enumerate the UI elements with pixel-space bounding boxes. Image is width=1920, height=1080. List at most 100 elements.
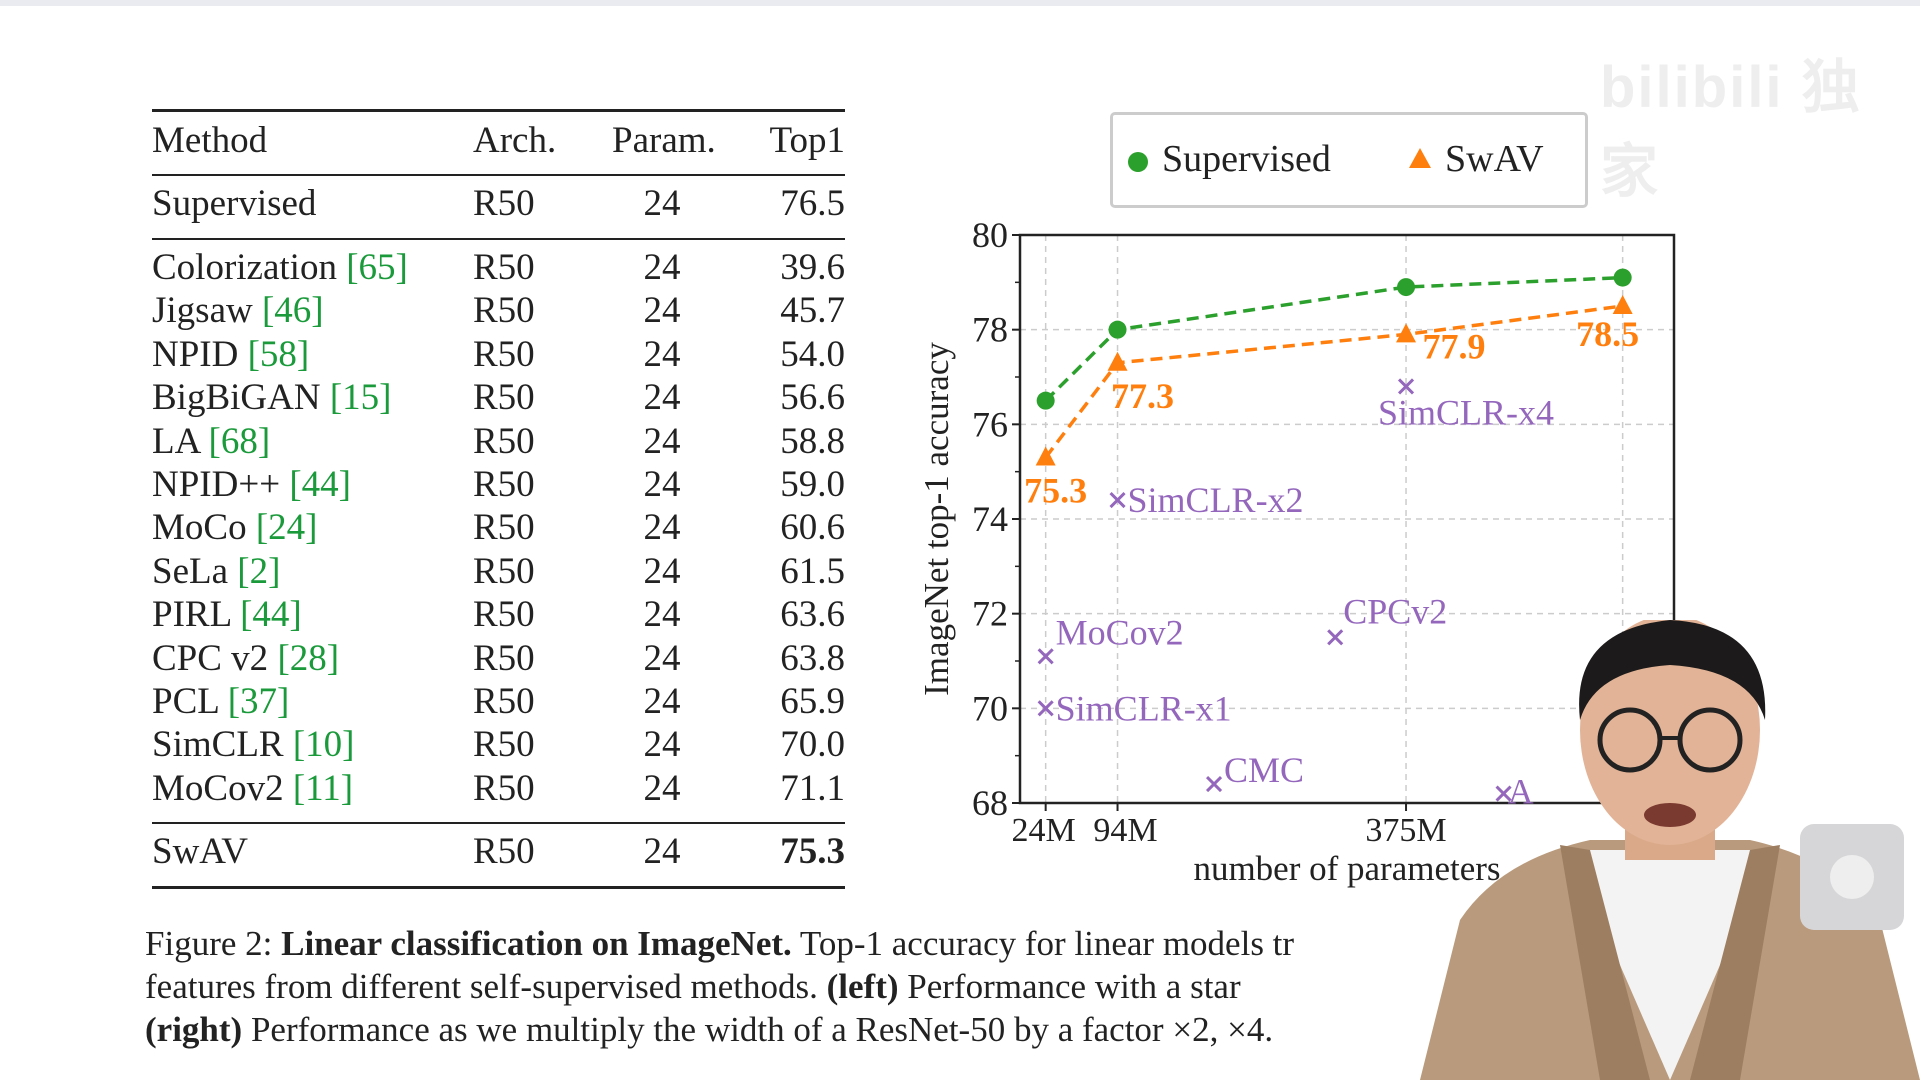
citation-link[interactable]: [58]: [247, 333, 310, 375]
citation-link[interactable]: [2]: [237, 550, 281, 592]
cell-param: 24: [643, 831, 681, 872]
data-label: 77.9: [1423, 326, 1486, 366]
cell-param: 24: [643, 290, 681, 332]
y-tick-label: 68: [972, 783, 1008, 823]
floating-action-button[interactable]: [1800, 824, 1904, 930]
cell-top1: 70.0: [780, 724, 845, 766]
method-name: SimCLR: [152, 724, 293, 766]
method-name: NPID++: [152, 464, 290, 505]
x-marker-point: [1205, 776, 1223, 793]
y-axis-label: ImageNet top-1 accuracy: [917, 342, 956, 696]
cell-param: 24: [643, 247, 681, 288]
table-row: MoCo [24] R50 24 60.6: [152, 508, 845, 548]
data-point: [1397, 278, 1416, 297]
table-row: CPC v2 [28] R50 24 63.8: [152, 637, 845, 679]
caption-text: Performance with a star: [898, 967, 1241, 1006]
table-row: NPID [58] R50 24 54.0: [152, 333, 845, 375]
data-point: [1107, 351, 1128, 371]
citation-link[interactable]: [37]: [227, 681, 290, 722]
caption-title: Linear classification on ImageNet.: [281, 924, 792, 963]
x-marker-point: [1397, 378, 1415, 395]
data-point: [1108, 320, 1127, 339]
cell-method: LA [68]: [152, 420, 271, 462]
cell-top1: 59.0: [780, 464, 845, 505]
data-label: 78.5: [1576, 314, 1639, 354]
caption-text: Top-1 accuracy for linear models tr: [791, 924, 1295, 963]
circle-icon: [1830, 855, 1874, 899]
header-method: Method: [152, 120, 268, 161]
method-name: Jigsaw: [152, 290, 262, 332]
cell-method: CPC v2 [28]: [152, 637, 340, 679]
data-point: [1396, 323, 1417, 343]
legend-supervised: Supervised: [1128, 137, 1331, 181]
cell-arch: R50: [473, 377, 535, 419]
cell-param: 24: [643, 377, 681, 419]
method-name: PCL: [152, 681, 228, 722]
table-row-supervised: Supervised R50 24 76.5: [152, 184, 845, 224]
caption-left: (left): [826, 967, 899, 1006]
x-tick-label: 94M: [1093, 812, 1157, 849]
citation-link[interactable]: [68]: [208, 420, 271, 462]
citation-link[interactable]: [24]: [255, 507, 318, 549]
header-arch: Arch.: [473, 120, 557, 161]
method-name: SeLa: [152, 550, 238, 592]
point-label: SimCLR-x1: [1056, 688, 1232, 728]
data-point: [1036, 391, 1055, 410]
method-name: CPC v2: [152, 637, 278, 679]
table-row: SimCLR [10] R50 24 70.0: [152, 725, 845, 765]
cell-arch: R50: [473, 831, 535, 872]
caption-line-2: features from different self-supervised …: [145, 967, 1241, 1007]
citation-link[interactable]: [15]: [329, 377, 392, 419]
citation-link[interactable]: [65]: [346, 247, 408, 288]
citation-link[interactable]: [44]: [289, 464, 351, 505]
cell-param: 24: [643, 420, 681, 462]
cell-method: Supervised: [152, 183, 317, 224]
caption-text: features from different self-supervised …: [145, 967, 827, 1006]
citation-link[interactable]: [46]: [261, 290, 324, 332]
point-label: MoCov2: [1056, 612, 1184, 652]
cell-top1: 45.7: [780, 290, 845, 332]
cell-method: MoCov2 [11]: [152, 767, 354, 809]
cell-top1: 65.9: [780, 681, 845, 722]
table-row: BigBiGAN [15] R50 24 56.6: [152, 378, 845, 418]
y-tick-label: 70: [972, 688, 1008, 728]
method-name: NPID: [152, 333, 248, 375]
point-label: SimCLR-x2: [1128, 480, 1304, 520]
data-label: 77.3: [1111, 376, 1174, 416]
table-bottom-rule: [152, 886, 845, 889]
caption-text: Performance as we multiply the width of …: [242, 1010, 1274, 1049]
point-label: CMC: [1224, 750, 1304, 790]
table-row: NPID++ [44] R50 24 59.0: [152, 465, 845, 505]
header-param: Param.: [612, 120, 716, 161]
x-marker-point: [1327, 629, 1344, 646]
cell-top1: 61.5: [780, 550, 845, 592]
cell-method: NPID [58]: [152, 333, 310, 375]
cell-arch: R50: [473, 464, 535, 505]
citation-link[interactable]: [11]: [292, 767, 354, 809]
method-name: PIRL: [152, 594, 241, 636]
table-row-swav: SwAV R50 24 75.3: [152, 832, 845, 872]
cell-arch: R50: [473, 767, 535, 809]
table-row: Colorization [65] R50 24 39.6: [152, 248, 845, 288]
point-label: SimCLR-x4: [1378, 392, 1554, 432]
cell-param: 24: [643, 464, 681, 505]
citation-link[interactable]: [28]: [277, 637, 340, 679]
presenter-video-overlay: [1420, 620, 1920, 1080]
data-point: [1612, 295, 1633, 314]
cell-param: 24: [643, 333, 681, 375]
cell-arch: R50: [473, 550, 535, 592]
citation-link[interactable]: [10]: [292, 724, 355, 766]
circle-marker-icon: [1128, 152, 1148, 173]
series-line-swav: [1044, 304, 1623, 459]
method-name: BigBiGAN: [152, 377, 330, 419]
caption-line-1: Figure 2: Linear classification on Image…: [145, 924, 1294, 964]
x-marker-point: [1037, 648, 1054, 665]
citation-link[interactable]: [44]: [240, 594, 302, 636]
table-row: LA [68] R50 24 58.8: [152, 420, 845, 462]
method-name: Colorization: [152, 247, 347, 288]
cell-arch: R50: [473, 247, 535, 288]
cell-method: PCL [37]: [152, 682, 289, 722]
table-header: Method Arch. Param. Top1: [152, 121, 845, 161]
triangle-marker-icon: [1409, 148, 1431, 169]
cell-method: Jigsaw [46]: [152, 291, 324, 331]
